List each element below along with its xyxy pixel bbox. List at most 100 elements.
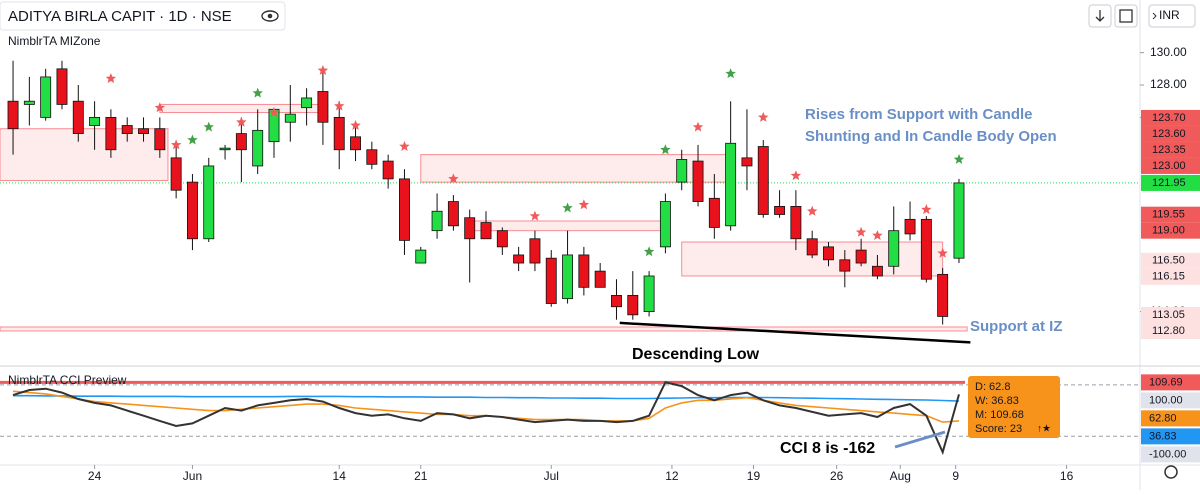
signal-star [252,87,263,98]
candle-body [399,178,410,241]
candle-body [480,222,492,240]
candle-body [741,157,753,167]
candle-body [317,91,329,123]
signal-star [105,73,117,83]
candle-body [806,238,818,256]
x-tick-label: Jun [183,469,202,483]
currency-box[interactable] [1148,4,1196,28]
price-tag [1141,157,1200,174]
signal-star [203,121,214,132]
currency-icon [1152,12,1157,20]
signal-star [562,202,573,213]
candle-body [170,157,182,191]
candle-body [513,254,525,264]
toolbar[interactable] [1088,4,1138,28]
candle-body [888,230,900,267]
price-tag [1141,323,1200,340]
price-tag-label: 116.50 [1152,255,1185,267]
signal-star [725,68,736,79]
annotation: Shunting and In Candle Body Open [805,128,1057,145]
signal-star [578,199,590,210]
price-tag [1141,307,1200,324]
candle-body [382,160,394,180]
candle-body [350,136,361,151]
annotation: CCI 8 is -162 [780,440,875,457]
zone [469,220,666,232]
candle-body [301,97,313,109]
price-tag [1141,141,1200,158]
candle-body [855,249,867,264]
candle-body [725,142,737,227]
candle-body [594,270,606,288]
candle-body [904,218,916,235]
price-tag [1141,268,1200,285]
info-icon: ↑★ [1037,424,1051,435]
candle-body [627,295,639,316]
price-tag-label: 113.05 [1152,309,1185,321]
price-tag [1141,125,1200,142]
annotation: Descending Low [632,346,760,363]
signal-star [187,134,198,145]
signal-star [872,230,883,240]
signal-star [350,120,361,130]
currency: INR [1159,8,1180,22]
x-tick-label: 24 [88,469,102,483]
symbol-box[interactable] [0,1,286,31]
candle-body [203,165,215,240]
info-box [968,376,1060,438]
candle-body [464,217,476,240]
plot-area [0,60,1140,456]
price-tag [1141,109,1200,126]
candle-body [790,206,802,240]
candle-body [7,100,19,130]
signal-star [334,100,345,111]
candle-body [529,238,541,264]
symbol-title: ADITYA BIRLA CAPIT · 1D · NSE [8,8,232,25]
price-tag-label: 119.00 [1152,225,1185,237]
price-tag-label: 112.80 [1152,325,1185,337]
price-tag-label: 123.60 [1152,128,1186,140]
zone [159,103,324,114]
candle-body [871,265,883,277]
price-tag-label: 123.35 [1152,144,1186,156]
candle-body [692,160,704,202]
candle-body [920,218,932,280]
candle-body [431,210,443,232]
axes: 130.00128.00126.00114.00112.80113.05116.… [88,45,1200,483]
price-tag-label: 123.00 [1152,160,1186,172]
price-tag-label: 116.15 [1152,271,1185,283]
candle-body [219,147,231,151]
candle-body [89,116,101,126]
x-tick-label: 12 [665,469,679,483]
y-tick-label: 130.00 [1150,45,1187,59]
signal-star [154,102,166,113]
info-line: M: 109.68 [975,409,1024,421]
signal-star [807,205,818,216]
candle-body [40,76,52,118]
signal-star [529,210,541,221]
pane-title: NimblrTA MIZone [8,34,101,48]
settings-icon[interactable] [1164,465,1178,479]
annotation: Support at IZ [970,318,1063,335]
signal-star [643,246,655,257]
candle-body [252,129,264,167]
candle-body [708,197,720,228]
candle-body [496,230,508,248]
candle-body [757,146,769,215]
signal-star [170,139,182,150]
x-tick-label: 19 [747,469,761,483]
signal-star [937,247,948,258]
price-tag-label: 62.80 [1149,412,1177,424]
price-tag [1141,252,1200,269]
candle-body [366,149,378,165]
candle-body [138,128,149,134]
eye-icon[interactable] [261,10,279,22]
candle-body [23,100,35,105]
candle-body [415,249,427,264]
price-tag-label: 100.00 [1149,394,1183,406]
price-tag [1141,174,1200,191]
trend-line [619,321,971,344]
price-tag-label: 121.95 [1152,177,1186,189]
price-tag [1141,392,1200,409]
price-tag [1141,410,1200,427]
